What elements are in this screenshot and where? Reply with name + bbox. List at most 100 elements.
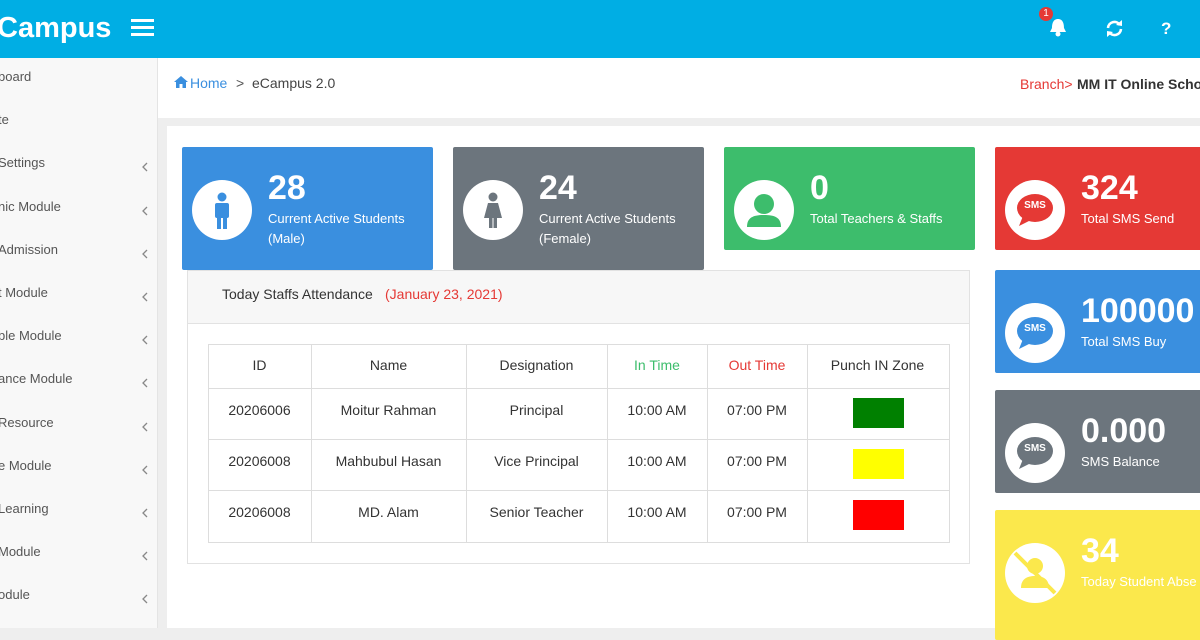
card-label: Current Active Students (Male): [268, 211, 405, 246]
table-column-border: [466, 344, 467, 542]
top-bar: [0, 0, 1200, 58]
notification-badge: 1: [1039, 7, 1053, 21]
card-value: 0.000: [1081, 412, 1167, 450]
sidebar-item[interactable]: t Module: [0, 285, 48, 300]
table-cell: Principal: [509, 402, 564, 418]
card-value: 324: [1081, 169, 1138, 207]
punch-zone: [853, 500, 904, 530]
sidebar-item[interactable]: odule: [0, 587, 30, 603]
table-column-border: [311, 344, 312, 542]
table-cell: 10:00 AM: [627, 453, 687, 469]
chevron: [142, 335, 148, 345]
table-cell: 20206008: [228, 504, 291, 520]
attendance-date: (January 23, 2021): [385, 286, 503, 302]
chevron: [142, 206, 148, 216]
card-icon: [1005, 180, 1065, 240]
sidebar-item[interactable]: ance Module: [0, 371, 73, 387]
help-button[interactable]: ?: [1161, 19, 1172, 38]
table-column-border: [807, 344, 808, 542]
sidebar-item[interactable]: Module: [0, 544, 41, 560]
table-cell: 07:00 PM: [727, 453, 787, 469]
table-row-border: [208, 388, 949, 389]
table-column-border: [607, 344, 608, 542]
card-icon-text: SMS: [1024, 200, 1046, 211]
card-value: 0: [810, 169, 829, 207]
table-column-border: [707, 344, 708, 542]
card-icon: [1005, 543, 1065, 603]
card-icon-text: SMS: [1024, 323, 1046, 334]
chevron: [142, 465, 148, 475]
menu-toggle[interactable]: [131, 17, 155, 39]
card-value: 100000: [1081, 292, 1195, 330]
sidebar-item[interactable]: ble Module: [0, 328, 62, 344]
attendance-header: [188, 271, 969, 324]
card-value: 28: [268, 169, 306, 207]
table-header: In Time: [634, 357, 680, 373]
chevron: [142, 422, 148, 432]
breadcrumb-home[interactable]: Home: [190, 75, 228, 91]
sidebar-item[interactable]: Settings: [0, 155, 45, 171]
card-icon: [1005, 423, 1065, 483]
table-cell: 20206006: [228, 402, 291, 418]
punch-zone: [853, 398, 904, 428]
table-cell: 07:00 PM: [727, 504, 787, 520]
card-label: Current Active Students (Female): [539, 211, 676, 246]
card-icon: [734, 180, 794, 240]
chevron: [142, 594, 148, 604]
card-icon: [463, 180, 523, 240]
table-cell: MD. Alam: [358, 504, 419, 520]
card-label: Today Student Abse: [1081, 574, 1197, 589]
sidebar-item[interactable]: board: [0, 69, 32, 84]
table-cell: 10:00 AM: [627, 402, 687, 418]
attendance-title: Today Staffs Attendance: [222, 286, 373, 302]
chevron: [142, 551, 148, 561]
card-icon: [192, 180, 252, 240]
table-cell: Moitur Rahman: [340, 402, 437, 418]
sidebar-item[interactable]: Admission: [0, 241, 58, 257]
breadcrumb-separator: >: [236, 75, 245, 91]
brand[interactable]: Campus: [0, 12, 112, 44]
chevron: [142, 249, 148, 259]
card-label: Total Teachers & Staffs: [810, 211, 943, 226]
table-cell: 20206008: [228, 453, 291, 469]
bell-icon[interactable]: [1049, 18, 1067, 38]
chevron: [142, 292, 148, 302]
table-header: Designation: [499, 357, 574, 373]
chevron: [142, 162, 148, 172]
breadcrumb-bar: [158, 58, 1200, 118]
home-icon: [174, 76, 188, 88]
table-cell: Senior Teacher: [489, 504, 584, 520]
card-label: Total SMS Buy: [1081, 334, 1167, 349]
sidebar-item[interactable]: e Module: [0, 457, 52, 473]
sidebar: [0, 58, 158, 628]
table-row-border: [208, 490, 949, 491]
chevron: [142, 508, 148, 518]
punch-zone: [853, 449, 904, 479]
card-value: 24: [539, 169, 577, 207]
table-header: Name: [369, 357, 408, 373]
table-cell: Mahbubul Hasan: [335, 453, 442, 469]
card-label: Total SMS Send: [1081, 211, 1175, 226]
branch-label: Branch>: [1020, 76, 1073, 92]
table-header: Punch IN Zone: [830, 357, 925, 373]
table-cell: Vice Principal: [494, 453, 579, 469]
table-header: ID: [252, 357, 267, 373]
sidebar-item[interactable]: Learning: [0, 501, 49, 516]
chevron: [142, 378, 148, 388]
sidebar-item[interactable]: te: [0, 112, 9, 128]
card-icon-text: SMS: [1024, 443, 1046, 454]
attendance-table: [208, 344, 950, 543]
refresh-icon[interactable]: [1106, 20, 1123, 37]
card-label: SMS Balance: [1081, 454, 1160, 469]
sidebar-item[interactable]: Resource: [0, 414, 54, 430]
sidebar-item[interactable]: nic Module: [0, 198, 61, 214]
table-row-border: [208, 439, 949, 440]
table-header: Out Time: [728, 357, 786, 373]
breadcrumb-current: eCampus 2.0: [252, 75, 336, 91]
branch-name: MM IT Online Scho: [1077, 76, 1200, 92]
table-cell: 07:00 PM: [727, 402, 787, 418]
table-cell: 10:00 AM: [627, 504, 687, 520]
card-icon: [1005, 303, 1065, 363]
card-value: 34: [1081, 532, 1119, 570]
